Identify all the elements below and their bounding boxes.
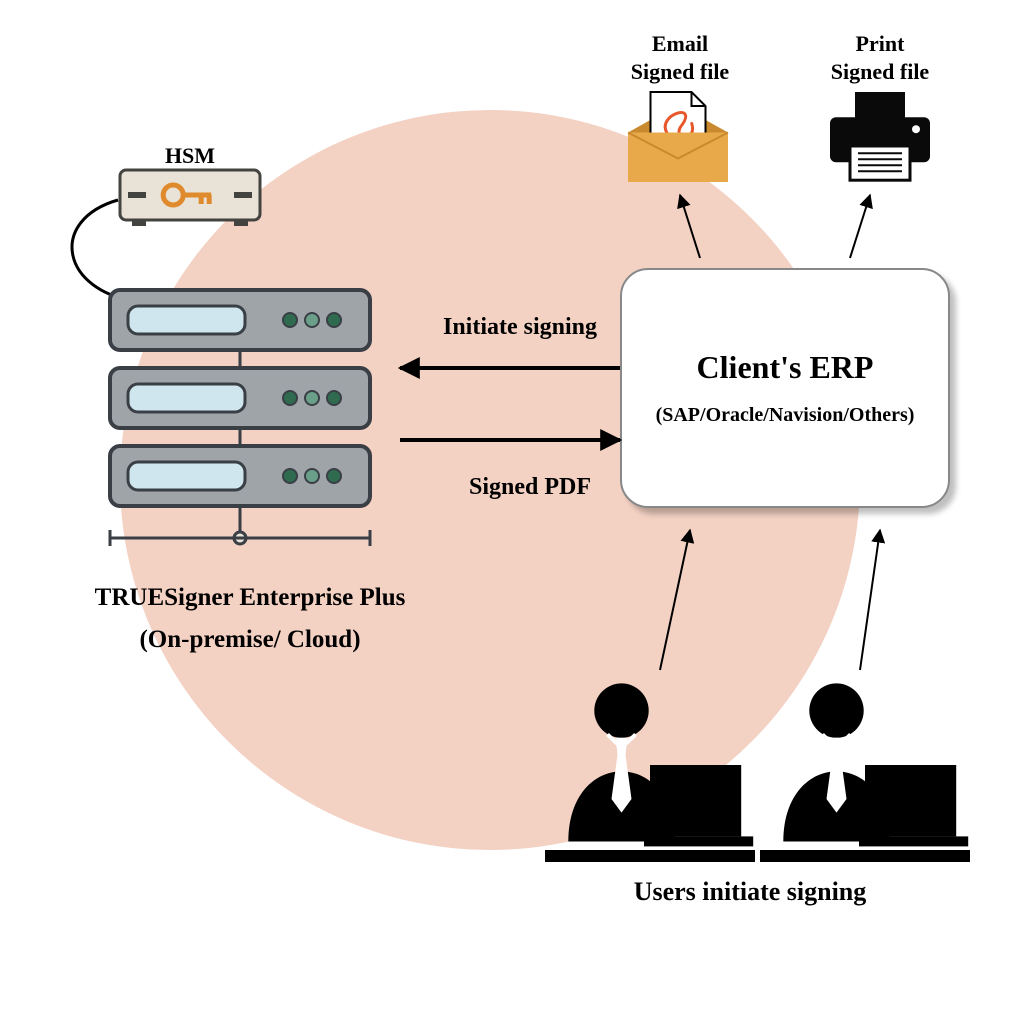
hsm-icon xyxy=(120,170,260,226)
user-icon-2 xyxy=(760,683,970,862)
server-stack-icon xyxy=(110,290,370,546)
diagram-stage: { "canvas": { "w": 1024, "h": 1024, "bg"… xyxy=(0,0,1024,1024)
user-icon-1 xyxy=(545,683,755,862)
svg-layer xyxy=(0,0,1024,1024)
email-icon xyxy=(628,92,728,182)
printer-icon xyxy=(830,92,930,180)
